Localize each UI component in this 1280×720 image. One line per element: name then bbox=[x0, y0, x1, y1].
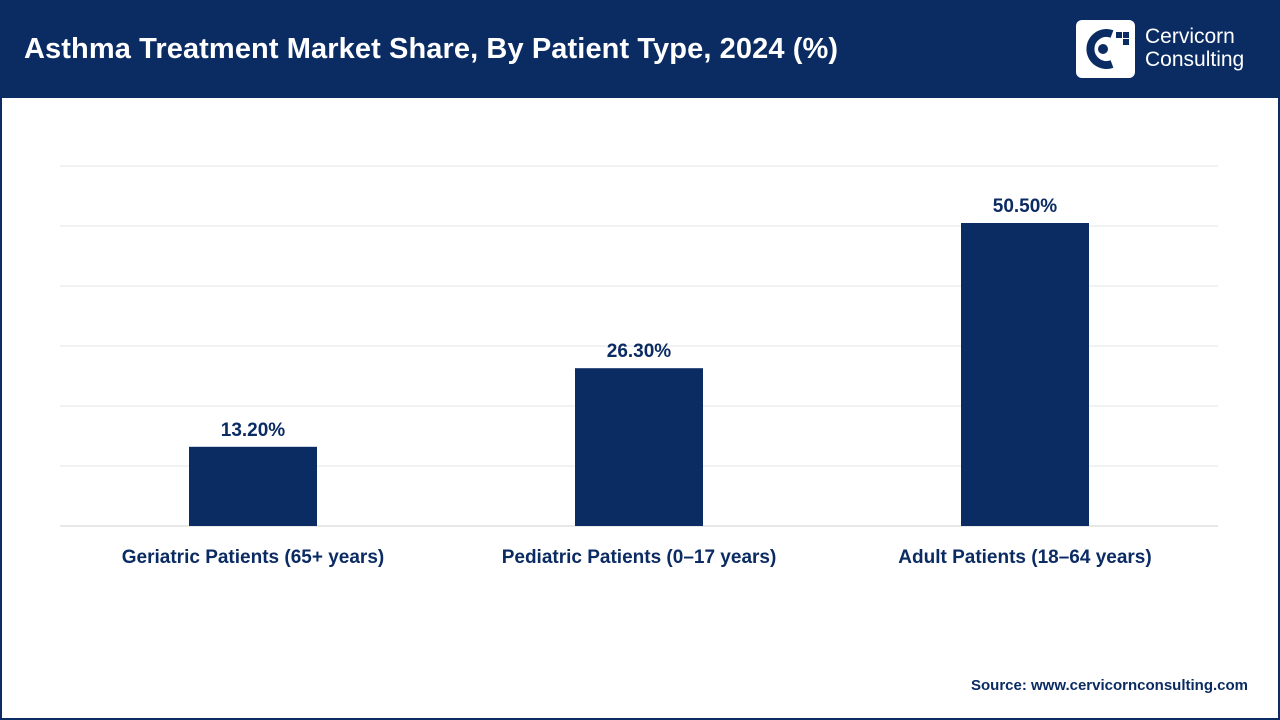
bar-chart-svg: 13.20% Geriatric Patients (65+ years) 26.3… bbox=[60, 165, 1218, 568]
brand-line-1: Cervicorn bbox=[1145, 25, 1235, 48]
bar-value-label: 13.20% bbox=[221, 420, 286, 441]
bar-chart: 13.20% Geriatric Patients (65+ years) 26.3… bbox=[0, 98, 1280, 618]
bar-value-label: 50.50% bbox=[993, 196, 1058, 217]
source-note: Source: www.cervicornconsulting.com bbox=[970, 677, 1248, 694]
bar-2 bbox=[575, 368, 703, 526]
chart-title: Asthma Treatment Market Share, By Patien… bbox=[24, 33, 839, 65]
bar-3 bbox=[961, 223, 1089, 526]
brand-mark-icon bbox=[1076, 20, 1135, 78]
category-label: Adult Patients (18–64 years) bbox=[898, 547, 1151, 568]
bar-1 bbox=[189, 446, 317, 526]
category-label: Pediatric Patients (0–17 years) bbox=[502, 547, 777, 568]
category-label: Geriatric Patients (65+ years) bbox=[122, 547, 384, 568]
brand-line-2: Consulting bbox=[1145, 48, 1245, 71]
brand-logo: Cervicorn Consulting bbox=[1076, 20, 1266, 78]
header-banner: Asthma Treatment Market Share, By Patien… bbox=[0, 0, 1280, 98]
brand-name: Cervicorn Consulting bbox=[1145, 25, 1244, 71]
bar-value-label: 26.30% bbox=[607, 341, 672, 362]
